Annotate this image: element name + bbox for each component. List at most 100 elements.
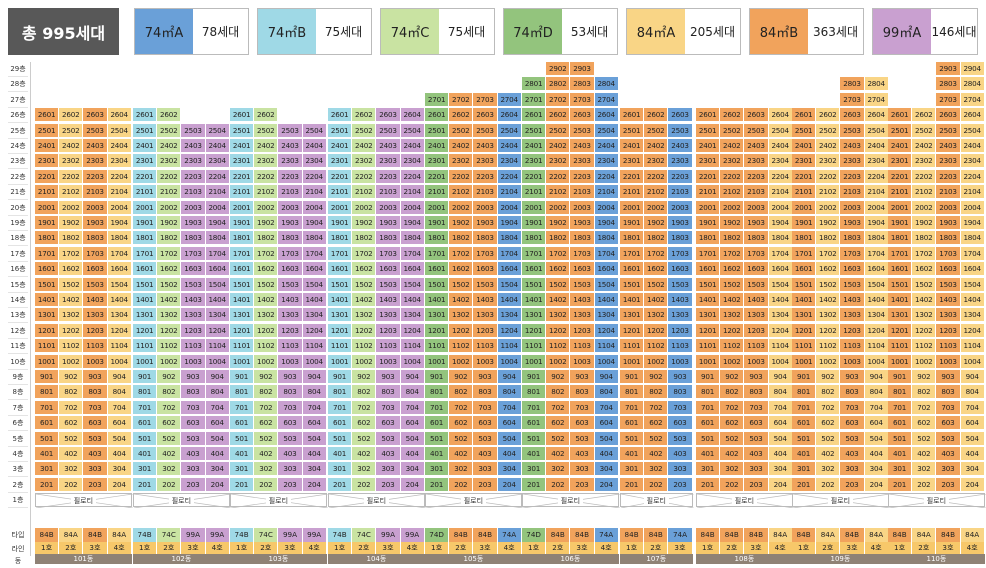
unit-cell[interactable]: 2101 — [620, 185, 645, 200]
unit-cell[interactable]: 2703 — [473, 92, 498, 107]
unit-cell[interactable]: 2503 — [181, 123, 206, 138]
unit-cell[interactable]: 1403 — [840, 293, 865, 307]
unit-cell[interactable]: 1101 — [328, 339, 353, 354]
unit-cell[interactable]: 1603 — [668, 262, 693, 277]
unit-cell[interactable]: 1801 — [522, 231, 547, 246]
unit-cell[interactable]: 2504 — [400, 123, 425, 138]
unit-cell[interactable]: 604 — [960, 416, 985, 431]
unit-cell[interactable]: 1303 — [668, 308, 693, 323]
unit-cell[interactable]: 1101 — [133, 339, 158, 354]
unit-cell[interactable]: 1202 — [816, 323, 841, 338]
unit-cell[interactable]: 301 — [696, 462, 721, 477]
unit-cell[interactable]: 2603 — [473, 108, 498, 123]
unit-cell[interactable]: 2202 — [546, 169, 571, 184]
unit-cell[interactable]: 1803 — [936, 231, 961, 246]
unit-cell[interactable]: 901 — [133, 370, 158, 384]
unit-cell[interactable]: 1204 — [107, 323, 132, 338]
unit-cell[interactable]: 1203 — [376, 323, 401, 338]
unit-cell[interactable]: 1503 — [936, 277, 961, 292]
unit-cell[interactable]: 203 — [181, 477, 206, 492]
unit-cell[interactable]: 1201 — [425, 323, 450, 338]
unit-cell[interactable]: 2802 — [546, 77, 571, 92]
unit-cell[interactable]: 301 — [620, 462, 645, 477]
unit-cell[interactable]: 202 — [449, 477, 474, 492]
unit-cell[interactable]: 504 — [864, 431, 889, 446]
unit-cell[interactable]: 1002 — [449, 354, 474, 369]
unit-cell[interactable]: 402 — [720, 447, 745, 461]
unit-cell[interactable]: 501 — [133, 431, 158, 446]
unit-cell[interactable]: 601 — [35, 416, 60, 431]
unit-cell[interactable]: 1901 — [620, 216, 645, 230]
unit-cell[interactable]: 1502 — [546, 277, 571, 292]
unit-cell[interactable]: 1602 — [352, 262, 377, 277]
unit-cell[interactable]: 2104 — [960, 185, 985, 200]
unit-cell[interactable]: 202 — [157, 477, 182, 492]
unit-cell[interactable]: 2103 — [668, 185, 693, 200]
unit-cell[interactable]: 802 — [449, 385, 474, 400]
unit-cell[interactable]: 504 — [594, 431, 619, 446]
unit-cell[interactable]: 1501 — [230, 277, 255, 292]
unit-cell[interactable]: 904 — [205, 370, 230, 384]
unit-cell[interactable]: 2604 — [497, 108, 522, 123]
unit-cell[interactable]: 1404 — [497, 293, 522, 307]
unit-cell[interactable]: 201 — [620, 477, 645, 492]
unit-cell[interactable]: 1704 — [960, 246, 985, 261]
unit-cell[interactable]: 1302 — [816, 308, 841, 323]
unit-cell[interactable]: 1703 — [570, 246, 595, 261]
unit-cell[interactable]: 2401 — [888, 139, 913, 153]
unit-cell[interactable]: 1204 — [864, 323, 889, 338]
unit-cell[interactable]: 2303 — [936, 154, 961, 169]
unit-cell[interactable]: 203 — [570, 477, 595, 492]
unit-cell[interactable]: 401 — [425, 447, 450, 461]
unit-cell[interactable]: 404 — [594, 447, 619, 461]
unit-cell[interactable]: 1702 — [449, 246, 474, 261]
unit-cell[interactable]: 1301 — [328, 308, 353, 323]
unit-cell[interactable]: 2401 — [792, 139, 817, 153]
unit-cell[interactable]: 1704 — [497, 246, 522, 261]
unit-cell[interactable]: 1801 — [328, 231, 353, 246]
unit-cell[interactable]: 804 — [107, 385, 132, 400]
unit-cell[interactable]: 2201 — [35, 169, 60, 184]
unit-cell[interactable]: 304 — [205, 462, 230, 477]
unit-cell[interactable]: 2502 — [254, 123, 279, 138]
unit-cell[interactable]: 1801 — [230, 231, 255, 246]
unit-cell[interactable]: 1801 — [696, 231, 721, 246]
unit-cell[interactable]: 401 — [792, 447, 817, 461]
unit-cell[interactable]: 1503 — [181, 277, 206, 292]
unit-cell[interactable]: 701 — [888, 400, 913, 415]
unit-cell[interactable]: 803 — [83, 385, 108, 400]
unit-cell[interactable]: 1003 — [376, 354, 401, 369]
unit-cell[interactable]: 2301 — [328, 154, 353, 169]
unit-cell[interactable]: 703 — [376, 400, 401, 415]
unit-cell[interactable]: 502 — [546, 431, 571, 446]
unit-cell[interactable]: 1902 — [720, 216, 745, 230]
unit-cell[interactable]: 304 — [400, 462, 425, 477]
unit-cell[interactable]: 502 — [720, 431, 745, 446]
unit-cell[interactable]: 903 — [278, 370, 303, 384]
unit-cell[interactable]: 1403 — [668, 293, 693, 307]
unit-cell[interactable]: 503 — [668, 431, 693, 446]
unit-cell[interactable]: 2504 — [497, 123, 522, 138]
unit-cell[interactable]: 2504 — [960, 123, 985, 138]
unit-cell[interactable]: 2603 — [936, 108, 961, 123]
unit-cell[interactable]: 303 — [181, 462, 206, 477]
unit-cell[interactable]: 1601 — [620, 262, 645, 277]
unit-cell[interactable]: 2601 — [133, 108, 158, 123]
unit-cell[interactable]: 1103 — [83, 339, 108, 354]
unit-cell[interactable]: 1101 — [425, 339, 450, 354]
unit-cell[interactable]: 1203 — [181, 323, 206, 338]
unit-cell[interactable]: 701 — [792, 400, 817, 415]
unit-cell[interactable]: 1902 — [816, 216, 841, 230]
unit-cell[interactable]: 1003 — [936, 354, 961, 369]
unit-cell[interactable]: 1902 — [254, 216, 279, 230]
unit-cell[interactable]: 2404 — [594, 139, 619, 153]
unit-cell[interactable]: 1002 — [254, 354, 279, 369]
unit-cell[interactable]: 2103 — [181, 185, 206, 200]
unit-cell[interactable]: 1303 — [181, 308, 206, 323]
unit-cell[interactable]: 1701 — [425, 246, 450, 261]
unit-cell[interactable]: 702 — [816, 400, 841, 415]
unit-cell[interactable]: 603 — [83, 416, 108, 431]
unit-cell[interactable]: 1704 — [864, 246, 889, 261]
unit-cell[interactable]: 301 — [522, 462, 547, 477]
unit-cell[interactable]: 2404 — [960, 139, 985, 153]
